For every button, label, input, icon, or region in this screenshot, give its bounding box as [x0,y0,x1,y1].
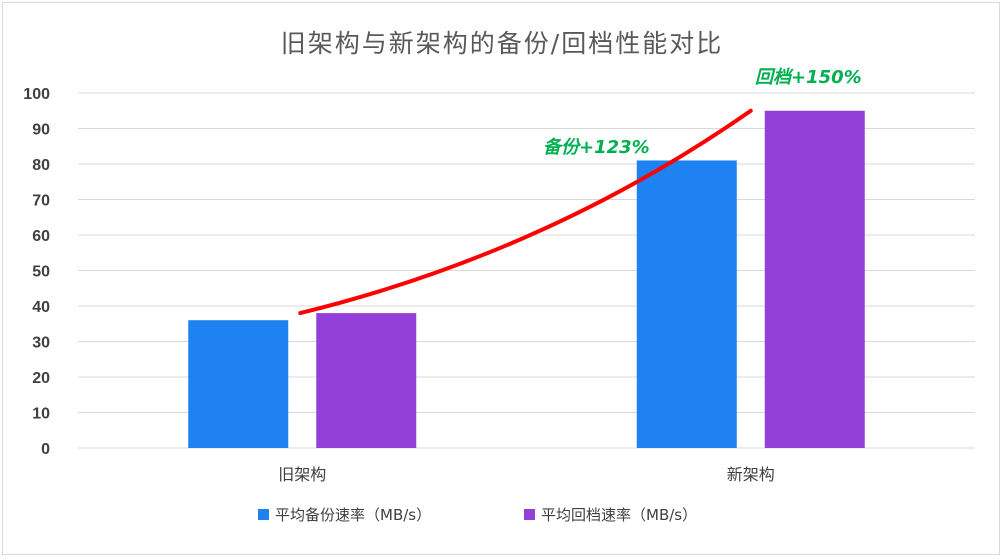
x-category-1: 新架构 [727,465,775,484]
x-category-0: 旧架构 [278,465,326,484]
legend-swatch-1 [524,509,535,520]
legend-swatch-0 [258,509,269,520]
bar-0-1 [316,313,417,448]
y-tick-90: 90 [32,122,50,139]
legend-label-0: 平均备份速率（MB/s） [275,506,431,524]
x-axis-categories: 旧架构 新架构 [278,465,775,484]
bar-1-1 [764,110,865,448]
y-tick-70: 70 [32,193,50,210]
trend-curve [298,108,753,316]
y-tick-50: 50 [32,264,50,281]
annotation-backup-increase: 备份+123% [543,137,650,158]
y-tick-80: 80 [32,157,50,174]
y-tick-100: 100 [23,86,50,103]
bar-0-0 [188,320,289,448]
legend-label-1: 平均回档速率（MB/s） [541,506,697,524]
y-tick-10: 10 [32,406,50,423]
legend: 平均备份速率（MB/s） 平均回档速率（MB/s） [258,506,697,524]
chart-title: 旧架构与新架构的备份/回档性能对比 [281,29,723,58]
y-tick-30: 30 [32,335,50,352]
y-tick-60: 60 [32,228,50,245]
y-tick-40: 40 [32,299,50,316]
bars [188,110,865,448]
annotation-restore-increase: 回档+150% [755,67,862,88]
bar-1-0 [636,160,737,448]
y-tick-20: 20 [32,370,50,387]
y-tick-0: 0 [41,441,50,458]
y-axis-ticks: 0 10 20 30 40 50 60 70 80 90 100 [23,86,50,458]
